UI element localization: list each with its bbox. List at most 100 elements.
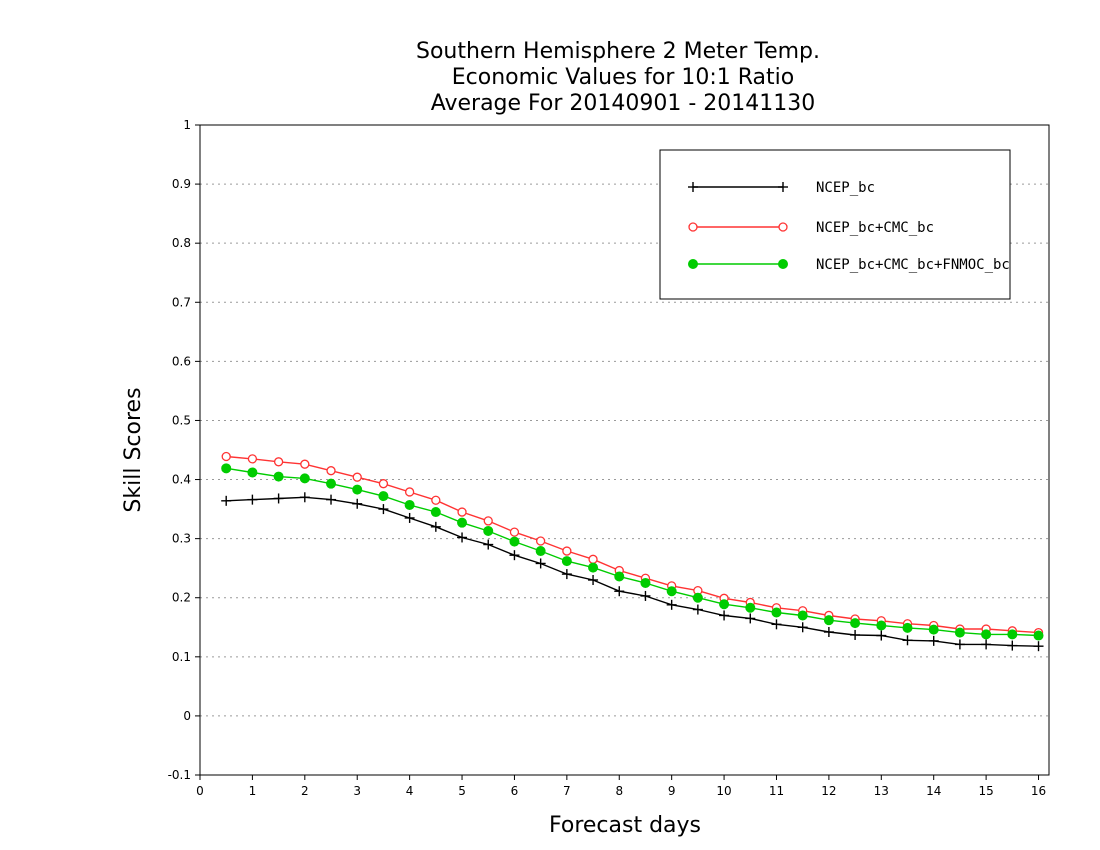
legend-marker bbox=[688, 259, 698, 269]
data-point bbox=[1033, 630, 1044, 641]
data-point bbox=[719, 610, 730, 621]
data-point bbox=[431, 495, 441, 505]
data-point bbox=[588, 554, 598, 564]
y-tick-label: 1 bbox=[183, 118, 191, 132]
legend-marker bbox=[688, 222, 698, 232]
x-tick-label: 10 bbox=[716, 784, 731, 798]
data-point bbox=[326, 466, 336, 476]
legend-label: NCEP_bc bbox=[816, 180, 875, 196]
data-point bbox=[588, 575, 599, 585]
y-axis-label: Skill Scores bbox=[121, 387, 146, 512]
series-0 bbox=[221, 492, 1044, 652]
x-tick-label: 14 bbox=[926, 784, 941, 798]
data-point bbox=[771, 607, 782, 618]
series-line-1 bbox=[226, 455, 1039, 634]
data-point bbox=[588, 562, 599, 573]
x-tick-label: 3 bbox=[353, 784, 361, 798]
data-point bbox=[404, 512, 415, 523]
data-point bbox=[823, 615, 834, 626]
legend-items: NCEP_bc NCEP_bc+CMC_bc NCEP_bc+CMC_bc+FNMO… bbox=[688, 180, 1010, 273]
data-point bbox=[404, 487, 415, 497]
x-tick-label: 11 bbox=[769, 784, 784, 798]
data-point bbox=[928, 624, 939, 635]
data-point bbox=[535, 558, 546, 569]
legend-marker bbox=[778, 259, 788, 269]
data-point bbox=[352, 484, 363, 495]
data-point bbox=[509, 550, 520, 561]
data-point bbox=[483, 516, 493, 526]
y-tick-label: 0 bbox=[183, 709, 191, 723]
data-point bbox=[457, 507, 467, 517]
data-point bbox=[509, 527, 520, 537]
data-point bbox=[692, 604, 703, 615]
data-point bbox=[535, 536, 546, 546]
data-point bbox=[850, 618, 861, 629]
data-point bbox=[954, 627, 965, 638]
data-point bbox=[823, 627, 834, 637]
data-point bbox=[954, 639, 965, 650]
y-tick-label: 0.1 bbox=[172, 650, 191, 664]
data-point bbox=[561, 556, 572, 567]
data-point bbox=[692, 592, 703, 603]
series-layer bbox=[221, 451, 1044, 652]
data-point bbox=[404, 499, 415, 510]
data-point bbox=[666, 599, 677, 610]
data-point bbox=[378, 504, 389, 515]
data-point bbox=[352, 498, 363, 509]
data-point bbox=[483, 539, 494, 550]
data-point bbox=[562, 546, 572, 556]
chart-title-line-3: Average For 20140901 - 20141130 bbox=[431, 91, 816, 116]
data-point bbox=[273, 493, 284, 504]
data-point bbox=[981, 639, 992, 650]
y-tick-label: 0.9 bbox=[172, 177, 191, 191]
data-point bbox=[247, 454, 258, 464]
data-point bbox=[928, 635, 939, 646]
data-point bbox=[221, 495, 232, 506]
y-tick-label: 0.8 bbox=[172, 236, 191, 250]
x-tick-label: 16 bbox=[1031, 784, 1046, 798]
x-tick-label: 12 bbox=[821, 784, 836, 798]
data-point bbox=[745, 613, 756, 624]
data-point bbox=[876, 630, 887, 641]
y-tick-label: 0.6 bbox=[172, 354, 191, 368]
data-point bbox=[273, 471, 284, 482]
legend-marker bbox=[778, 222, 788, 232]
data-point bbox=[745, 602, 756, 613]
legend-item-2: NCEP_bc+CMC_bc+FNMOC_bc bbox=[688, 257, 1010, 273]
legend-marker bbox=[688, 182, 698, 192]
x-tick-label: 8 bbox=[615, 784, 623, 798]
legend: NCEP_bc NCEP_bc+CMC_bc NCEP_bc+CMC_bc+FNMO… bbox=[659, 149, 1011, 300]
x-tick-label: 5 bbox=[458, 784, 466, 798]
series-1 bbox=[221, 451, 1044, 638]
data-point bbox=[640, 590, 651, 601]
data-point bbox=[666, 586, 677, 597]
data-point bbox=[430, 507, 441, 518]
axis-ticks: -0.100.10.20.30.40.50.60.70.80.910 1 2 3 4 5 6… bbox=[168, 118, 1047, 798]
y-tick-label: 0.7 bbox=[172, 295, 191, 309]
legend-item-0: NCEP_bc bbox=[688, 180, 875, 196]
data-point bbox=[352, 472, 362, 482]
data-point bbox=[902, 635, 913, 646]
data-point bbox=[299, 473, 310, 484]
data-point bbox=[876, 620, 887, 631]
data-point bbox=[457, 532, 468, 543]
legend-label: NCEP_bc+CMC_bc bbox=[816, 220, 934, 236]
legend-item-1: NCEP_bc+CMC_bc bbox=[688, 220, 934, 236]
data-point bbox=[614, 571, 625, 582]
x-tick-label: 2 bbox=[301, 784, 309, 798]
data-point bbox=[378, 479, 389, 489]
y-tick-label: -0.1 bbox=[168, 768, 191, 782]
plot-frame bbox=[199, 124, 1050, 776]
x-axis-label: Forecast days bbox=[549, 813, 701, 838]
data-point bbox=[273, 457, 284, 467]
legend-box bbox=[659, 149, 1011, 300]
chart-title-line-2: Economic Values for 10:1 Ratio bbox=[452, 65, 794, 90]
x-tick-label: 13 bbox=[874, 784, 889, 798]
x-tick-label: 0 bbox=[196, 784, 204, 798]
y-tick-label: 0.2 bbox=[172, 591, 191, 605]
data-point bbox=[326, 478, 337, 489]
data-point bbox=[561, 569, 572, 580]
data-point bbox=[430, 521, 441, 532]
data-point bbox=[1033, 641, 1044, 652]
